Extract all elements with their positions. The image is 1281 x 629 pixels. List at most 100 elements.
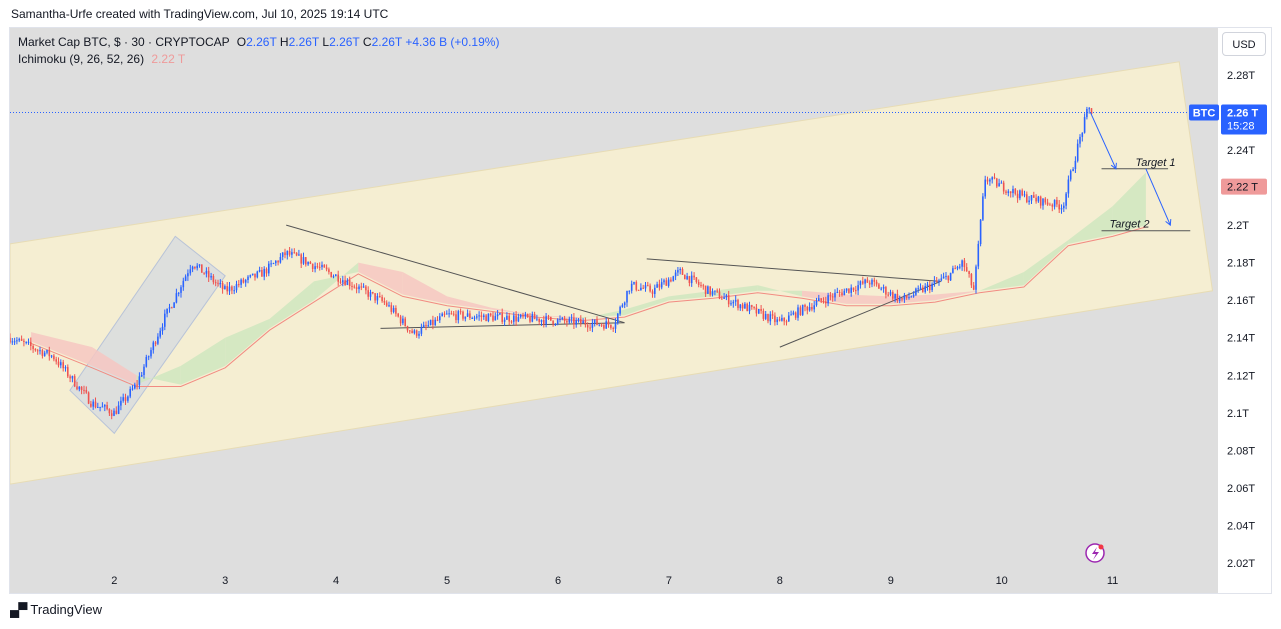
x-tick-label: 5 [444, 575, 450, 587]
candle-body [487, 313, 490, 321]
candle-body [238, 284, 240, 286]
candle-body [672, 276, 675, 282]
candle-body [570, 317, 573, 319]
candle-body [140, 375, 143, 377]
chart-frame[interactable] [9, 27, 1272, 594]
candle-body [92, 401, 94, 407]
candle-body [663, 280, 665, 283]
candle-body [536, 318, 538, 320]
candle-body [425, 324, 427, 326]
candle-body [1030, 195, 1033, 201]
candle-body [177, 292, 180, 294]
legend-price-row: Market Cap BTC, $ · 30 · CRYPTOCAP O2.26… [18, 34, 499, 51]
candle-body [508, 315, 510, 322]
candle-body [559, 319, 561, 320]
candle-body [952, 268, 954, 273]
candle-body [78, 386, 81, 390]
trend-channel[interactable] [10, 61, 1214, 485]
flash-bolt-icon [1092, 547, 1099, 560]
candle-body [358, 286, 360, 290]
rising-box[interactable] [69, 235, 226, 435]
candle-body [166, 308, 168, 314]
candle-body [422, 324, 425, 328]
candle-body [654, 287, 656, 294]
candle-body [420, 327, 423, 334]
candle-body [348, 280, 351, 286]
candle-body [446, 313, 448, 315]
triangle-1-upper-line[interactable] [286, 224, 625, 324]
candle-body [658, 284, 661, 288]
candle-body [73, 376, 76, 387]
triangle-2-upper-line[interactable] [646, 258, 941, 282]
candle-body [71, 376, 74, 379]
candle-body [949, 272, 952, 281]
candle-body [99, 406, 101, 408]
candle-body [39, 350, 41, 352]
candle-body [961, 260, 963, 267]
candle-body [940, 278, 943, 281]
candle-body [150, 350, 152, 357]
candle-body [783, 317, 785, 322]
ichimoku-baseline [30, 226, 1147, 387]
candle-body [110, 413, 113, 416]
candle-body [154, 342, 157, 344]
candle-body [180, 287, 182, 293]
currency-button[interactable]: USD [1222, 32, 1266, 56]
candle-body [667, 279, 670, 286]
candle-body [233, 290, 235, 292]
ichimoku-cloud-segment [447, 296, 492, 310]
forecast-arrow-line[interactable] [1089, 112, 1117, 169]
candle-body [13, 341, 16, 343]
candle-body [113, 410, 115, 416]
ichimoku-cloud-segment [935, 290, 980, 301]
candle-body [67, 367, 69, 377]
candle-body [281, 252, 284, 257]
candle-body [161, 326, 164, 331]
candle-body [499, 313, 501, 315]
candle-body [577, 318, 580, 321]
candle-body [69, 376, 71, 379]
candle-body [367, 290, 369, 297]
candle-body [626, 290, 628, 303]
legend-symbol[interactable]: Market Cap BTC, $ · 30 · CRYPTOCAP [18, 35, 230, 49]
candle-body [862, 281, 864, 284]
candle-body [811, 307, 813, 310]
legend-low-label: L [322, 35, 330, 49]
candle-body [965, 267, 968, 272]
candle-body [231, 286, 233, 291]
candle-body [406, 326, 409, 331]
candle-body [647, 285, 649, 287]
candle-body [619, 306, 621, 314]
candle-body [332, 276, 335, 278]
candle-body [57, 361, 60, 366]
candle-body [836, 291, 839, 293]
candle-body [1042, 198, 1044, 206]
candle-body [32, 346, 34, 349]
candle-body [938, 280, 940, 282]
y-tick-label: 2.04T [1227, 520, 1255, 532]
candle-body [198, 264, 201, 266]
candle-body [723, 297, 725, 299]
candle-body [894, 294, 896, 299]
candle-body [808, 307, 811, 311]
candle-body [1007, 191, 1010, 193]
candle-body [1014, 188, 1017, 194]
candle-body [688, 276, 691, 283]
candle-body [540, 320, 543, 322]
candle-body [159, 330, 161, 337]
candle-body [360, 286, 363, 288]
candle-body [314, 266, 316, 270]
price-tag [1221, 104, 1267, 135]
x-tick-label: 4 [333, 575, 339, 587]
tradingview-logo[interactable]: ▄▀ TradingView [10, 602, 102, 617]
candle-body [80, 386, 83, 390]
candle-body [157, 336, 159, 344]
candle-body [284, 252, 286, 256]
legend-indicator-name[interactable]: Ichimoku (9, 26, 52, 26) [18, 52, 145, 66]
x-tick-label: 7 [666, 575, 672, 587]
candle-body [399, 316, 402, 324]
candle-body [975, 266, 977, 290]
candle-body [776, 319, 778, 323]
forecast-arrow-line[interactable] [1145, 168, 1171, 226]
